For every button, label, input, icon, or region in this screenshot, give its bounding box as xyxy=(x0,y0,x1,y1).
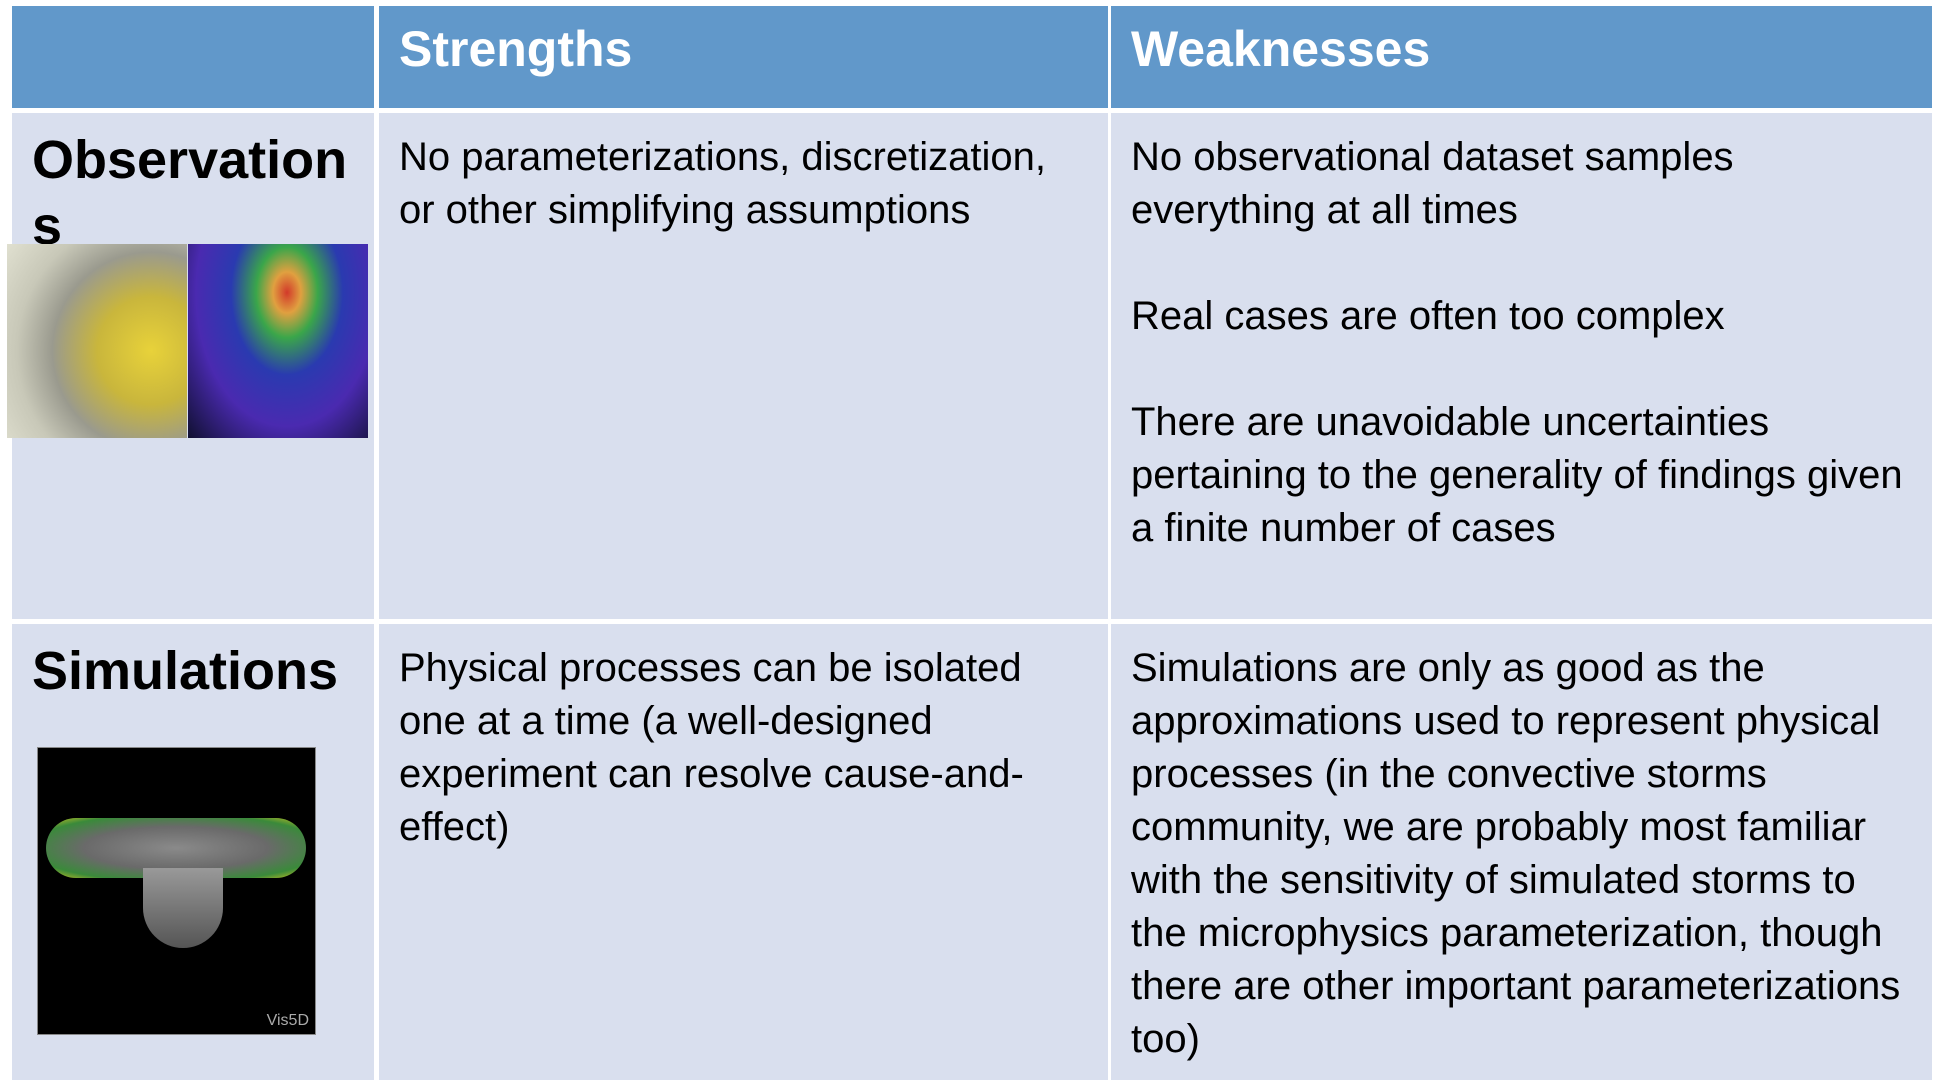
cell-text: Real cases are often too complex xyxy=(1131,294,1725,338)
radar-image xyxy=(188,244,368,438)
cell: Simulations are only as good as the appr… xyxy=(1111,624,1932,1080)
cell: No parameterizations, discretization, or… xyxy=(379,113,1108,619)
storm-updraft xyxy=(143,868,223,948)
header-cell: Weaknesses xyxy=(1111,6,1932,108)
header-corner xyxy=(12,6,374,108)
image-label: Vis5D xyxy=(266,1012,309,1029)
cell-text: No parameterizations, discretization, or… xyxy=(399,135,1046,232)
header-text: Weaknesses xyxy=(1131,21,1431,77)
radar-image xyxy=(7,244,187,438)
cell: Physical processes can be isolated one a… xyxy=(379,624,1108,1080)
cell-text: There are unavoidable uncertainties pert… xyxy=(1131,400,1903,550)
header-text: Strengths xyxy=(399,21,633,77)
row-label: Simulations xyxy=(32,641,339,701)
cell: No observational dataset samples everyth… xyxy=(1111,113,1932,619)
row-label: Observations xyxy=(32,130,348,256)
simulation-image: Vis5D xyxy=(37,747,316,1035)
cell-text: Physical processes can be isolated one a… xyxy=(399,646,1024,849)
header-cell: Strengths xyxy=(379,6,1108,108)
cell-text: Simulations are only as good as the appr… xyxy=(1131,646,1901,1061)
cell-text: No observational dataset samples everyth… xyxy=(1131,135,1734,232)
